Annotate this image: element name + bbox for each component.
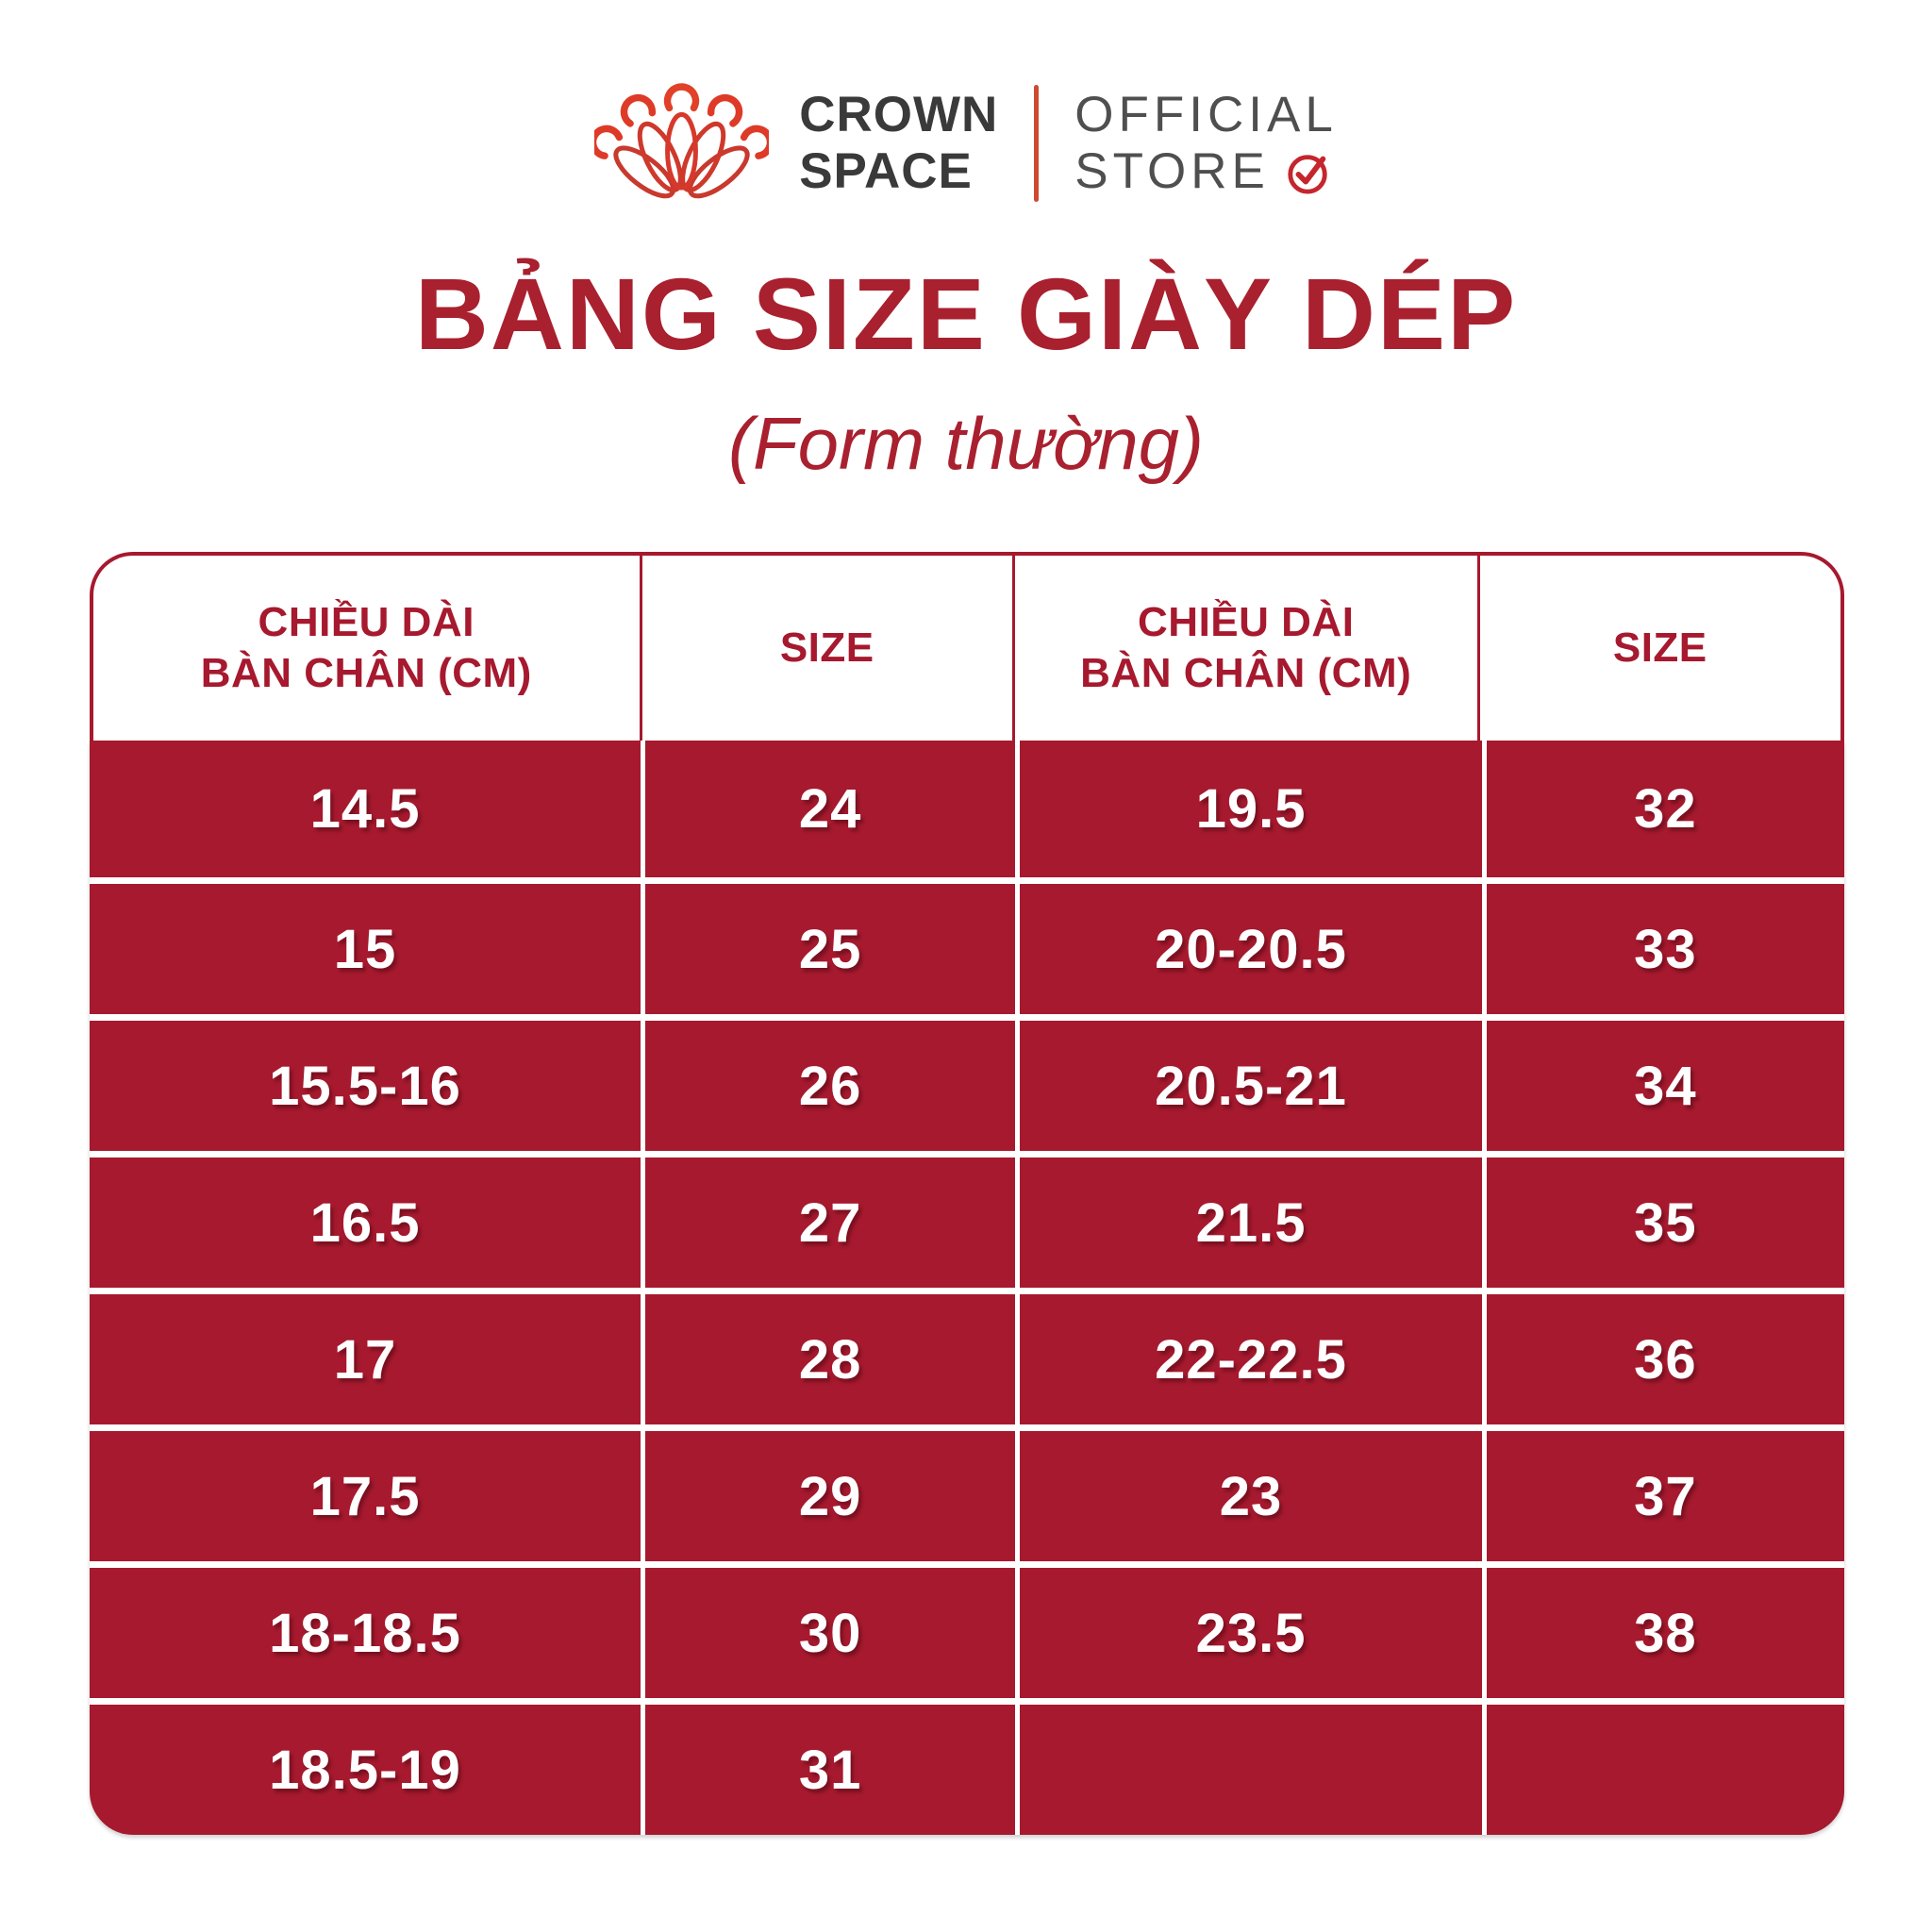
table-cell: 20.5-21	[1015, 1014, 1482, 1151]
store-label-text: STORE	[1074, 143, 1270, 199]
table-cell: 21.5	[1015, 1151, 1482, 1288]
crown-icon	[594, 83, 770, 199]
column-header: CHIỀU DÀI BÀN CHÂN (CM)	[93, 556, 642, 741]
table-row: 16.5 27 21.5 35	[90, 1151, 1844, 1288]
table-cell: 35	[1481, 1151, 1844, 1288]
table-cell: 27	[641, 1151, 1016, 1288]
table-cell: 26	[641, 1014, 1016, 1151]
table-cell: 19.5	[1015, 741, 1482, 877]
store-label-line1: OFFICIAL	[1074, 87, 1338, 142]
table-cell: 28	[641, 1288, 1016, 1424]
store-label: OFFICIAL STORE	[1074, 87, 1338, 200]
table-row: 17.5 29 23 37	[90, 1424, 1844, 1561]
brand-name: CROWN SPACE	[799, 87, 998, 200]
size-table: CHIỀU DÀI BÀN CHÂN (CM) SIZE CHIỀU DÀI BÀN C…	[90, 552, 1844, 1835]
brand-name-line2: SPACE	[799, 143, 973, 199]
table-cell: 22-22.5	[1015, 1288, 1482, 1424]
verified-check-icon	[1288, 155, 1327, 194]
table-row: 14.5 24 19.5 32	[90, 741, 1844, 877]
table-cell: 15.5-16	[90, 1014, 641, 1151]
table-cell: 36	[1481, 1288, 1844, 1424]
table-row: 18-18.5 30 23.5 38	[90, 1561, 1844, 1698]
column-header: CHIỀU DÀI BÀN CHÂN (CM)	[1015, 556, 1480, 741]
brand-header: CROWN SPACE OFFICIAL STORE	[0, 81, 1932, 206]
column-header: SIZE	[642, 556, 1015, 741]
table-cell: 37	[1481, 1424, 1844, 1561]
column-header: SIZE	[1612, 625, 1707, 671]
page-subtitle: (Form thường)	[728, 402, 1204, 485]
table-cell: 23	[1015, 1424, 1482, 1561]
table-cell: 18.5-19	[90, 1698, 641, 1835]
page-title: BẢNG SIZE GIÀY DÉP	[414, 257, 1518, 371]
table-cell: 20-20.5	[1015, 877, 1482, 1014]
table-row: 15 25 20-20.5 33	[90, 877, 1844, 1014]
table-row: 15.5-16 26 20.5-21 34	[90, 1014, 1844, 1151]
table-cell: 16.5	[90, 1151, 641, 1288]
table-cell: 30	[641, 1561, 1016, 1698]
brand-divider	[1034, 85, 1040, 202]
table-cell: 17	[90, 1288, 641, 1424]
table-cell: 32	[1481, 741, 1844, 877]
table-cell: 15	[90, 877, 641, 1014]
table-body: 14.5 24 19.5 32 15 25 20-20.5 33 15.5-16 26 20.5-2…	[90, 741, 1844, 1835]
table-cell	[1481, 1698, 1844, 1835]
brand-name-line1: CROWN	[799, 87, 999, 142]
table-row: 17 28 22-22.5 36	[90, 1288, 1844, 1424]
table-cell: 18-18.5	[90, 1561, 641, 1698]
table-cell	[1015, 1698, 1482, 1835]
table-cell: 23.5	[1015, 1561, 1482, 1698]
table-cell: 29	[641, 1424, 1016, 1561]
table-cell: 33	[1481, 877, 1844, 1014]
table-cell: 24	[641, 741, 1015, 877]
store-label-line2: STORE	[1074, 143, 1338, 200]
table-cell: 31	[641, 1698, 1016, 1835]
table-cell: 14.5	[309, 778, 421, 840]
table-cell: 34	[1481, 1014, 1844, 1151]
table-header-row: CHIỀU DÀI BÀN CHÂN (CM) SIZE CHIỀU DÀI BÀN C…	[90, 552, 1844, 741]
table-cell: 25	[641, 877, 1016, 1014]
table-cell: 38	[1481, 1561, 1844, 1698]
table-cell: 17.5	[90, 1424, 641, 1561]
table-row: 18.5-19 31	[90, 1698, 1844, 1835]
